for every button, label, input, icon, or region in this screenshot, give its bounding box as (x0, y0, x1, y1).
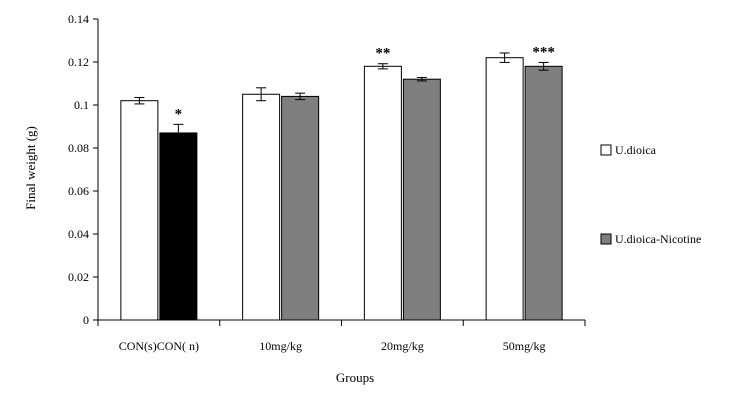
bar (242, 93, 281, 321)
significance-label: *** (532, 44, 555, 60)
bar (485, 57, 524, 321)
y-tick-label: 0.06 (68, 184, 89, 198)
legend-label: U.dioica-Nicotine (615, 232, 701, 246)
legend-swatch (600, 144, 612, 156)
y-tick-label: 0.1 (74, 98, 89, 112)
bar (120, 100, 159, 321)
x-tick-label: 10mg/kg (259, 339, 302, 353)
x-tick-label: CON(s)CON( n) (119, 339, 199, 353)
x-tick-label: 50mg/kg (503, 339, 546, 353)
significance-label: ** (375, 46, 390, 62)
bar (363, 65, 402, 321)
y-tick-label: 0.04 (68, 227, 89, 241)
y-tick-label: 0.14 (68, 12, 89, 26)
x-axis-title: Groups (336, 370, 374, 385)
legend-label: U.dioica (615, 143, 657, 157)
y-tick-label: 0.08 (68, 141, 89, 155)
x-tick-label: 20mg/kg (381, 339, 424, 353)
y-tick-label: 0 (83, 313, 89, 327)
bar (159, 132, 198, 321)
plot-area: 0 0.02 0.04 0.06 0.08 0.1 0.12 0.14 CON(s)CON( n… (68, 12, 586, 353)
bar (524, 65, 563, 321)
bar (281, 95, 320, 321)
legend-swatch (600, 233, 612, 245)
significance-label: * (175, 106, 183, 122)
bar (402, 78, 441, 321)
legend: U.dioica U.dioica-Nicotine (600, 143, 701, 246)
y-tick-label: 0.02 (68, 270, 89, 284)
y-axis-title: Final weight (g) (23, 126, 38, 210)
y-tick-label: 0.12 (68, 55, 89, 69)
